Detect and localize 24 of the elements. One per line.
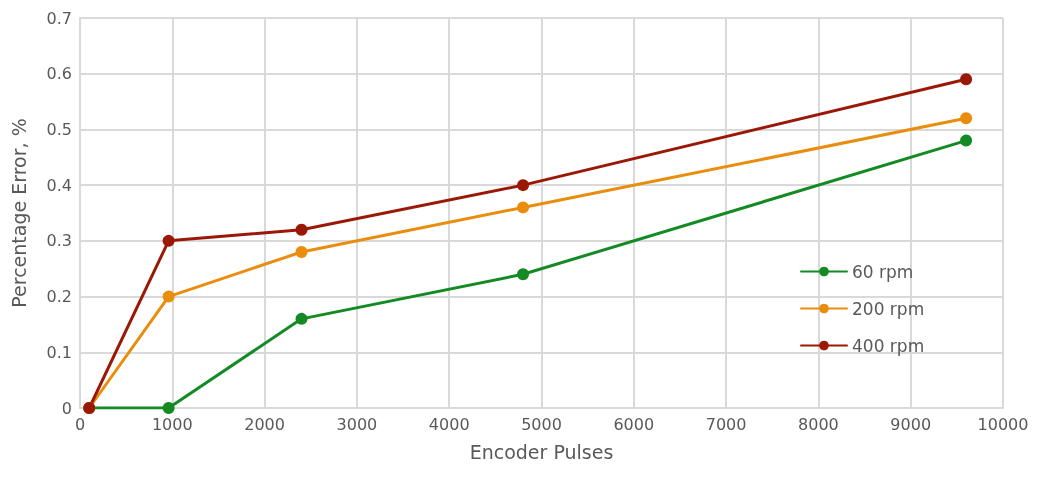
legend-label: 400 rpm xyxy=(852,335,925,356)
x-tick-label: 4000 xyxy=(428,414,470,434)
x-tick-label: 0 xyxy=(74,414,86,434)
x-tick-label: 7000 xyxy=(705,414,747,434)
x-tick-label: 2000 xyxy=(244,414,285,434)
y-tick-label: 0.3 xyxy=(46,231,72,251)
x-tick-label: 9000 xyxy=(890,414,932,434)
x-axis-title: Encoder Pulses xyxy=(469,440,614,463)
y-tick-label: 0.2 xyxy=(46,287,72,307)
y-tick-label: 0.4 xyxy=(46,175,72,195)
x-tick-label: 6000 xyxy=(613,414,655,434)
x-tick-label: 5000 xyxy=(521,414,562,434)
y-tick-label: 0 xyxy=(61,398,72,418)
x-tick-label: 8000 xyxy=(798,414,839,434)
y-axis-title: Percentage Error, % xyxy=(7,118,30,308)
legend-label: 60 rpm xyxy=(852,261,914,282)
legend-label: 200 rpm xyxy=(852,298,925,319)
y-tick-label: 0.6 xyxy=(46,64,72,84)
y-tick-label: 0.1 xyxy=(46,342,72,362)
x-tick-label: 1000 xyxy=(151,414,193,434)
y-tick-label: 0.7 xyxy=(46,8,72,28)
y-tick-label: 0.5 xyxy=(46,119,72,139)
x-tick-label: 3000 xyxy=(336,414,378,434)
x-tick-label: 10000 xyxy=(977,414,1029,434)
